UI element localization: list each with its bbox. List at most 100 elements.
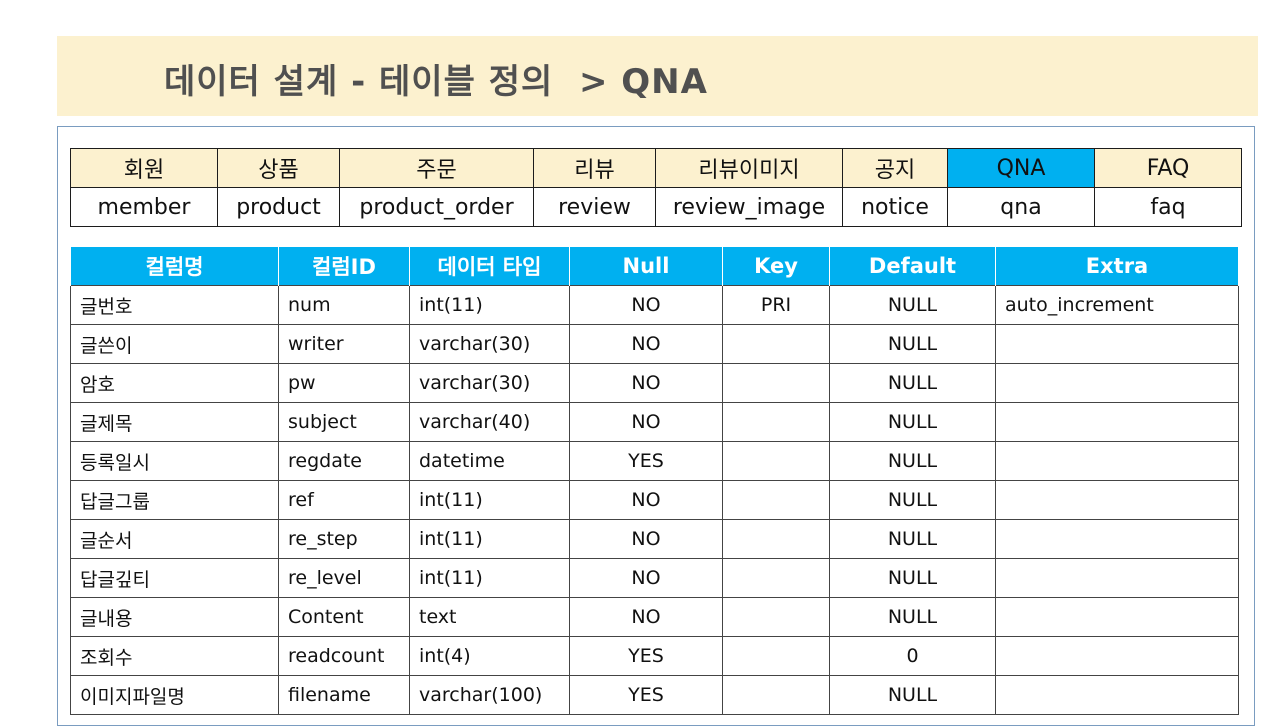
table-cell: subject (278, 402, 410, 442)
table-cell: writer (278, 324, 410, 364)
tab-notice-kr[interactable]: 공지 (842, 148, 948, 188)
table-cell: NULL (829, 480, 996, 520)
table-row: 글제목 subject varchar(40) NO NULL (70, 402, 1239, 442)
tab-product-kr[interactable]: 상품 (217, 148, 340, 188)
tab-faq-en[interactable]: faq (1094, 187, 1242, 227)
category-en-row: member product product_order review review_i… (70, 187, 1242, 227)
table-cell: NULL (829, 285, 996, 325)
table-cell: re_level (278, 558, 410, 598)
tab-product-en[interactable]: product (217, 187, 340, 227)
table-cell: regdate (278, 441, 410, 481)
table-cell: text (409, 597, 570, 637)
table-cell: re_step (278, 519, 410, 559)
tab-product_order-kr[interactable]: 주문 (339, 148, 534, 188)
table-cell (995, 558, 1239, 598)
table-cell: varchar(100) (409, 675, 570, 715)
table-cell (995, 636, 1239, 676)
table-cell: NULL (829, 324, 996, 364)
tab-review_image-en[interactable]: review_image (655, 187, 843, 227)
table-cell: readcount (278, 636, 410, 676)
table-cell: int(11) (409, 480, 570, 520)
table-cell: 글제목 (70, 402, 279, 442)
column-header-cell: 데이터 타입 (409, 247, 570, 286)
tab-review-kr[interactable]: 리뷰 (533, 148, 656, 188)
tab-review-en[interactable]: review (533, 187, 656, 227)
table-cell: NULL (829, 519, 996, 559)
table-cell: varchar(30) (409, 363, 570, 403)
table-cell: 글내용 (70, 597, 279, 637)
table-cell: NO (569, 402, 723, 442)
tab-qna-en[interactable]: qna (947, 187, 1095, 227)
tab-qna-kr[interactable]: QNA (947, 148, 1095, 188)
tab-member-kr[interactable]: 회원 (70, 148, 218, 188)
column-header-cell: Key (722, 247, 830, 286)
column-definition-table: 컬럼명 컬럼ID 데이터 타입 Null Key Default Extra 글번호 num i… (70, 247, 1239, 715)
table-cell: NO (569, 597, 723, 637)
table-cell: NO (569, 519, 723, 559)
table-cell: ref (278, 480, 410, 520)
table-row: 글순서 re_step int(11) NO NULL (70, 519, 1239, 559)
title-bar: 데이터 설계 - 테이블 정의 > QNA (57, 36, 1258, 116)
table-row: 글번호 num int(11) NO PRI NULL auto_increment (70, 285, 1239, 325)
table-cell: NULL (829, 597, 996, 637)
table-row: 이미지파일명 filename varchar(100) YES NULL (70, 675, 1239, 715)
table-cell: 글순서 (70, 519, 279, 559)
tab-review_image-kr[interactable]: 리뷰이미지 (655, 148, 843, 188)
table-cell (995, 441, 1239, 481)
table-cell: NO (569, 324, 723, 364)
table-cell: varchar(40) (409, 402, 570, 442)
table-cell: NULL (829, 363, 996, 403)
column-header-cell: Extra (995, 247, 1239, 286)
table-cell: 0 (829, 636, 996, 676)
table-row: 암호 pw varchar(30) NO NULL (70, 363, 1239, 403)
table-cell: 글번호 (70, 285, 279, 325)
table-cell: 답글그룹 (70, 480, 279, 520)
table-cell: int(11) (409, 519, 570, 559)
table-cell (722, 558, 830, 598)
table-cell (722, 675, 830, 715)
table-cell (995, 519, 1239, 559)
table-row: 글쓴이 writer varchar(30) NO NULL (70, 324, 1239, 364)
table-cell (722, 324, 830, 364)
table-cell: PRI (722, 285, 830, 325)
table-cell (995, 402, 1239, 442)
table-cell: NULL (829, 558, 996, 598)
tab-product_order-en[interactable]: product_order (339, 187, 534, 227)
table-cell (722, 519, 830, 559)
table-row: 조회수 readcount int(4) YES 0 (70, 636, 1239, 676)
category-kr-row: 회원 상품 주문 리뷰 리뷰이미지 공지 QNA FAQ (70, 148, 1242, 188)
tab-notice-en[interactable]: notice (842, 187, 948, 227)
table-row: 답글그룹 ref int(11) NO NULL (70, 480, 1239, 520)
table-cell: num (278, 285, 410, 325)
table-cell: filename (278, 675, 410, 715)
table-cell: 조회수 (70, 636, 279, 676)
table-cell: varchar(30) (409, 324, 570, 364)
table-cell: NO (569, 480, 723, 520)
table-cell: 등록일시 (70, 441, 279, 481)
page-title-sub: > QNA (578, 62, 708, 102)
column-header-cell: Default (829, 247, 996, 286)
table-cell (722, 636, 830, 676)
table-cell: 글쓴이 (70, 324, 279, 364)
table-cell (995, 363, 1239, 403)
table-cell (995, 597, 1239, 637)
table-cell (722, 402, 830, 442)
table-cell: NO (569, 558, 723, 598)
tab-faq-kr[interactable]: FAQ (1094, 148, 1242, 188)
table-row: 등록일시 regdate datetime YES NULL (70, 441, 1239, 481)
tab-member-en[interactable]: member (70, 187, 218, 227)
table-cell: int(11) (409, 558, 570, 598)
table-cell: 답글깊티 (70, 558, 279, 598)
table-cell: Content (278, 597, 410, 637)
table-cell (722, 480, 830, 520)
table-cell: 암호 (70, 363, 279, 403)
table-cell: datetime (409, 441, 570, 481)
column-header-cell: 컬럼ID (278, 247, 410, 286)
table-cell: NO (569, 285, 723, 325)
table-cell: NO (569, 363, 723, 403)
table-category-tabs: 회원 상품 주문 리뷰 리뷰이미지 공지 QNA FAQ member product produ… (70, 148, 1242, 227)
table-cell: int(4) (409, 636, 570, 676)
table-cell: int(11) (409, 285, 570, 325)
table-cell: NULL (829, 675, 996, 715)
table-row: 글내용 Content text NO NULL (70, 597, 1239, 637)
